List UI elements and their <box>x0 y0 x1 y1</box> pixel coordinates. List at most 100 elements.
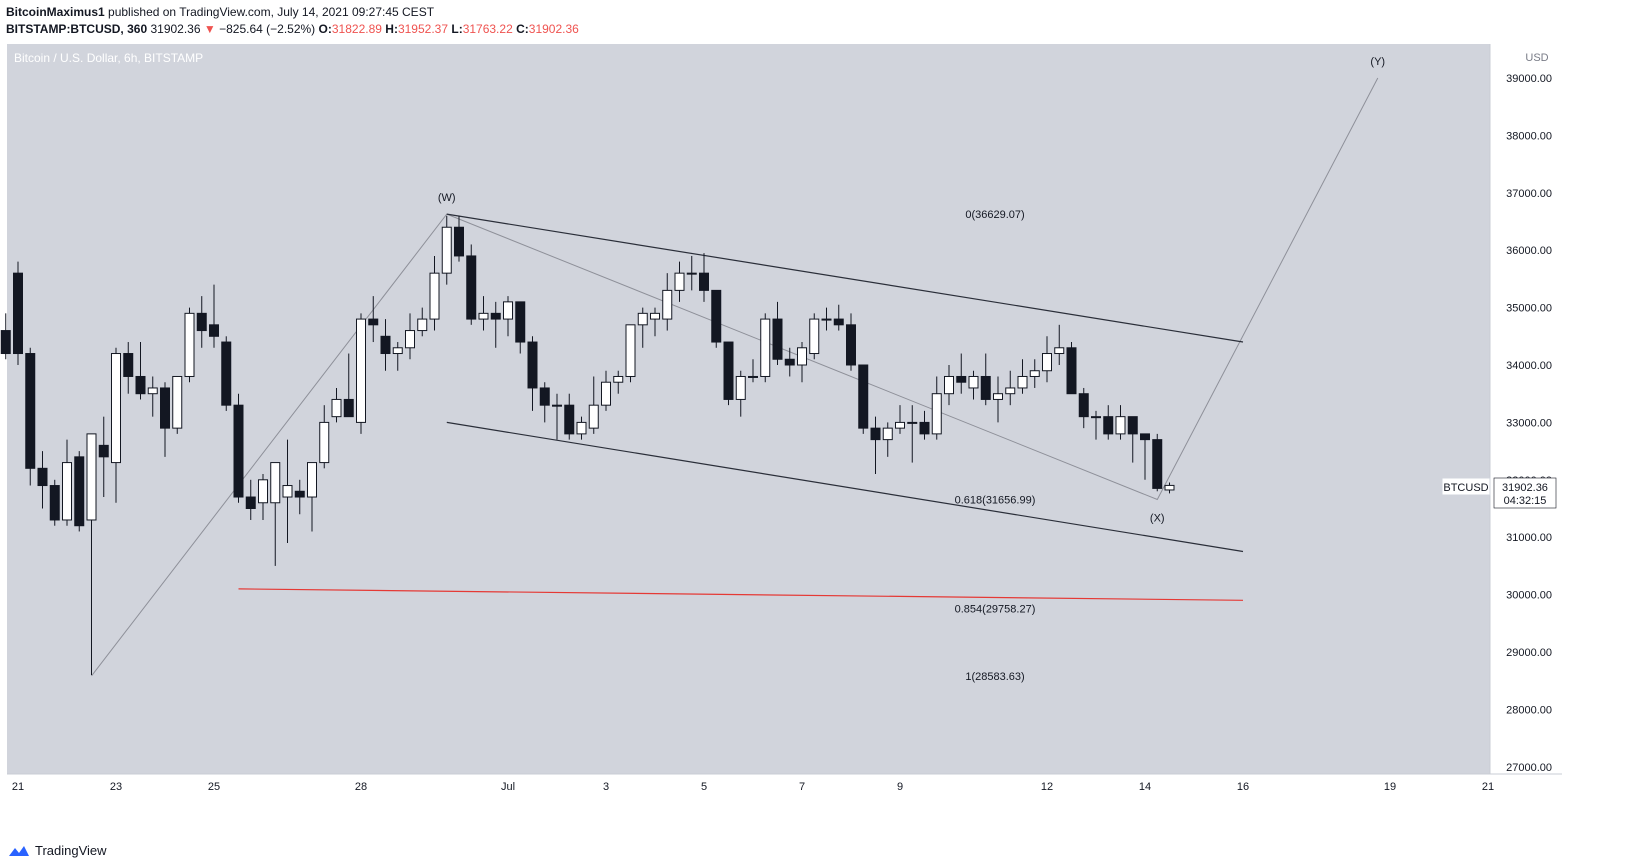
candle[interactable] <box>919 410 930 440</box>
candle[interactable] <box>135 342 146 400</box>
candle[interactable] <box>490 301 501 348</box>
candle[interactable] <box>1115 405 1126 440</box>
candle[interactable] <box>711 289 722 348</box>
tradingview-logo[interactable]: TradingView <box>8 843 107 858</box>
candle[interactable] <box>907 405 918 463</box>
candle[interactable] <box>172 375 183 434</box>
candle[interactable] <box>98 416 109 498</box>
candle[interactable] <box>637 307 648 348</box>
channel-upper-line[interactable] <box>446 213 1244 343</box>
candle[interactable] <box>748 359 758 383</box>
candle[interactable] <box>233 393 244 503</box>
candle[interactable] <box>699 253 709 302</box>
candle[interactable] <box>993 376 1003 423</box>
candle[interactable] <box>527 336 538 411</box>
candle[interactable] <box>1091 410 1101 440</box>
candle[interactable] <box>86 433 97 675</box>
candle[interactable] <box>209 284 219 348</box>
candle[interactable] <box>1042 336 1052 383</box>
candle[interactable] <box>613 370 624 394</box>
candle[interactable] <box>196 296 207 348</box>
candle[interactable] <box>454 215 464 262</box>
candle[interactable] <box>1164 482 1175 494</box>
candle[interactable] <box>564 393 575 440</box>
candle[interactable] <box>331 387 342 423</box>
candle[interactable] <box>833 304 844 331</box>
candle[interactable] <box>944 365 954 406</box>
candle[interactable] <box>184 307 195 383</box>
candle[interactable] <box>650 307 660 337</box>
candle[interactable] <box>686 255 697 291</box>
candle[interactable] <box>123 342 134 394</box>
candle[interactable] <box>417 307 428 337</box>
candle[interactable] <box>74 451 85 532</box>
candle[interactable] <box>294 479 305 515</box>
candle[interactable] <box>772 301 783 365</box>
candle[interactable] <box>674 261 685 302</box>
candle[interactable] <box>895 405 905 434</box>
candle[interactable] <box>429 255 440 331</box>
plot-area[interactable] <box>7 44 1490 774</box>
candle[interactable] <box>49 479 60 526</box>
candle[interactable] <box>1152 433 1163 492</box>
candle[interactable] <box>62 439 72 526</box>
candle[interactable] <box>307 462 317 532</box>
candle[interactable] <box>846 313 856 371</box>
candle[interactable] <box>466 244 477 325</box>
candle[interactable] <box>515 301 526 354</box>
candle[interactable] <box>37 451 48 509</box>
candle[interactable] <box>356 313 366 434</box>
candle[interactable] <box>576 416 587 440</box>
candle[interactable] <box>258 474 268 520</box>
candle[interactable] <box>760 313 771 383</box>
candle[interactable] <box>405 313 415 360</box>
candle[interactable] <box>723 341 734 406</box>
candle[interactable] <box>552 393 562 440</box>
candle[interactable] <box>221 336 232 411</box>
author-name[interactable]: BitcoinMaximus1 <box>6 5 105 19</box>
candle[interactable] <box>870 416 881 475</box>
candle[interactable] <box>282 439 293 543</box>
candle[interactable] <box>1017 359 1028 394</box>
candle[interactable] <box>1054 324 1065 365</box>
candle[interactable] <box>662 273 673 331</box>
candle[interactable] <box>601 370 611 411</box>
candle[interactable] <box>1066 342 1077 395</box>
candle[interactable] <box>784 347 795 377</box>
candle[interactable] <box>392 342 403 371</box>
channel-lower-line[interactable] <box>446 421 1244 553</box>
candle[interactable] <box>1029 359 1040 388</box>
candle[interactable] <box>1127 416 1138 463</box>
candle[interactable] <box>588 376 599 434</box>
candle[interactable] <box>111 347 121 503</box>
candle[interactable] <box>797 342 807 383</box>
candle[interactable] <box>821 307 832 331</box>
candle[interactable] <box>368 296 379 343</box>
candle[interactable] <box>625 324 636 383</box>
candle[interactable] <box>319 405 330 469</box>
candle[interactable] <box>343 353 354 418</box>
price-axis[interactable] <box>1490 44 1562 774</box>
candle[interactable] <box>441 215 452 285</box>
candle[interactable] <box>13 261 23 365</box>
candle[interactable] <box>1140 433 1150 480</box>
support-line[interactable] <box>238 588 1244 601</box>
candle[interactable] <box>1103 405 1114 440</box>
candle[interactable] <box>478 296 489 331</box>
time-axis[interactable] <box>7 774 1562 800</box>
candle[interactable] <box>147 376 158 417</box>
candle[interactable] <box>809 313 820 360</box>
candle[interactable] <box>931 376 942 440</box>
candle[interactable] <box>245 479 256 520</box>
candle[interactable] <box>0 313 11 360</box>
candle[interactable] <box>858 364 869 434</box>
candle[interactable] <box>968 370 979 400</box>
candle[interactable] <box>956 353 967 394</box>
candle[interactable] <box>539 382 550 423</box>
candle[interactable] <box>270 462 281 566</box>
candle[interactable] <box>882 422 893 457</box>
candle[interactable] <box>380 319 391 371</box>
candle[interactable] <box>25 347 36 486</box>
candle[interactable] <box>1005 370 1016 406</box>
